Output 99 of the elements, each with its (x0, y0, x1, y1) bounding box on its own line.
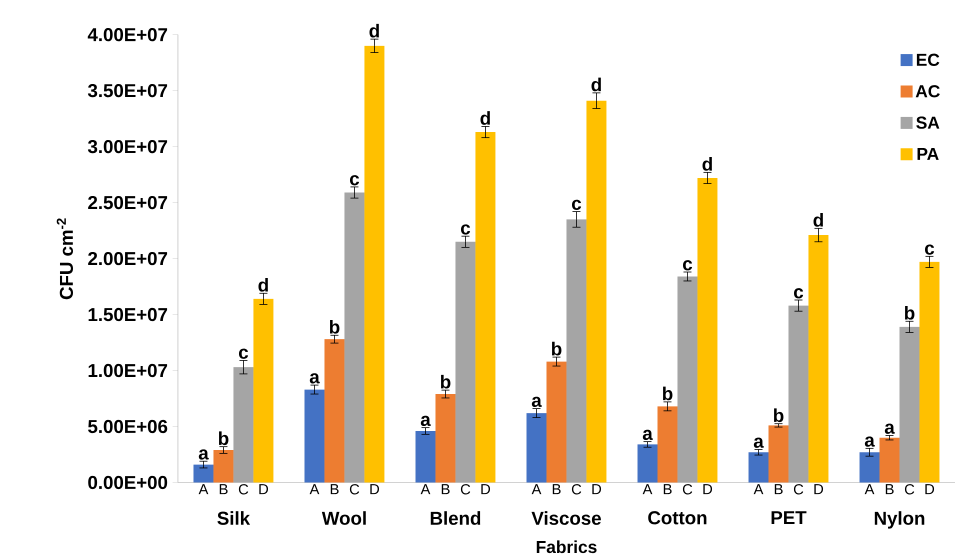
annotation: d (258, 278, 268, 292)
annotation: c (350, 175, 360, 186)
text: A (754, 484, 764, 494)
x-tick-label: Silk (217, 511, 250, 525)
y-tick-label: 1.00E+07 (88, 364, 168, 378)
y-tick-label: 5.00E+06 (88, 420, 168, 434)
x-tick-label: PET (772, 511, 806, 524)
y-tick-label: 1.50E+07 (88, 308, 168, 322)
x-tick-label: Wool (322, 511, 366, 525)
text: A (420, 484, 430, 494)
y-tick-label: 4.00E+07 (88, 28, 168, 42)
annotation: b (905, 306, 914, 320)
text: B (664, 484, 672, 494)
bar (213, 450, 234, 483)
annotation: b (330, 320, 340, 334)
text: C (350, 484, 360, 495)
annotation: a (754, 438, 764, 448)
annotation: a (198, 449, 209, 460)
bar (638, 444, 658, 483)
legend-label: AC (916, 85, 940, 98)
text: B (886, 484, 894, 494)
bar (304, 390, 324, 483)
bar (880, 438, 900, 483)
bar (253, 298, 274, 483)
bar (435, 394, 456, 483)
annotation: b (774, 408, 784, 422)
annotation: a (420, 416, 431, 426)
y-tick-label: 2.50E+07 (88, 196, 168, 210)
text: D (481, 484, 490, 494)
x-tick-label: Viscose (531, 511, 601, 525)
text: D (925, 484, 934, 494)
x-tick-label: Nylon (874, 511, 924, 529)
bar (546, 362, 566, 483)
text: A (198, 484, 208, 494)
bar (526, 413, 546, 483)
bar (193, 464, 214, 483)
text: C (460, 484, 470, 495)
annotation: c (683, 260, 692, 271)
bar (475, 132, 496, 483)
bar (768, 425, 788, 483)
text: A (532, 484, 542, 494)
bar (364, 46, 384, 483)
text: A (864, 484, 874, 494)
text: D (370, 484, 380, 494)
annotation: c (794, 288, 804, 298)
text: C (682, 484, 692, 495)
y-axis-title: CFU cm$^{-2}$ (56, 218, 74, 300)
bar (658, 406, 678, 483)
legend-label: SA (916, 116, 940, 129)
y-tick-label: 0.00E+00 (88, 476, 168, 490)
text: B (552, 484, 561, 494)
annotation: a (310, 373, 320, 384)
y-tick-label: 3.00E+07 (88, 140, 168, 154)
x-tick-label: Blend (430, 511, 480, 525)
text: A (642, 484, 652, 494)
bar (919, 262, 940, 483)
annotation: d (480, 111, 490, 125)
annotation: d (592, 78, 601, 92)
text: A (310, 484, 320, 494)
legend-label: EC (916, 54, 940, 66)
annotation: b (552, 342, 562, 356)
text: D (814, 484, 824, 494)
y-tick-label: 2.00E+07 (88, 252, 168, 266)
text: B (774, 484, 783, 494)
annotation: c (238, 348, 248, 359)
annotation: d (702, 157, 712, 171)
text: C (572, 484, 582, 495)
annotation: b (441, 374, 450, 389)
text: D (703, 484, 712, 494)
y-tick-label: 3.50E+07 (88, 84, 168, 98)
annotation: c (460, 224, 470, 235)
annotation: a (532, 396, 542, 408)
x-axis-title: Fabrics (536, 540, 597, 554)
annotation: b (663, 386, 672, 400)
bar (860, 452, 880, 483)
legend-label: PA (918, 148, 939, 160)
annotation: a (884, 424, 895, 434)
annotation: d (814, 213, 823, 227)
bar (748, 452, 768, 483)
annotation: a (642, 430, 653, 440)
text: C (238, 484, 248, 495)
annotation: c (572, 200, 582, 210)
annotation: d (370, 24, 379, 38)
bar (697, 178, 718, 483)
bar (324, 339, 344, 483)
annotation: b (218, 431, 228, 446)
text: C (904, 484, 914, 495)
x-tick-label: Cotton (648, 511, 706, 524)
text: B (442, 484, 450, 494)
text: B (220, 484, 228, 494)
text: D (259, 484, 268, 494)
text: B (330, 484, 339, 494)
text: D (592, 484, 602, 494)
bar (416, 431, 436, 483)
bar (586, 100, 606, 483)
text: C (794, 484, 804, 495)
bar (808, 235, 828, 483)
annotation: c (925, 244, 934, 255)
annotation: a (864, 436, 875, 447)
